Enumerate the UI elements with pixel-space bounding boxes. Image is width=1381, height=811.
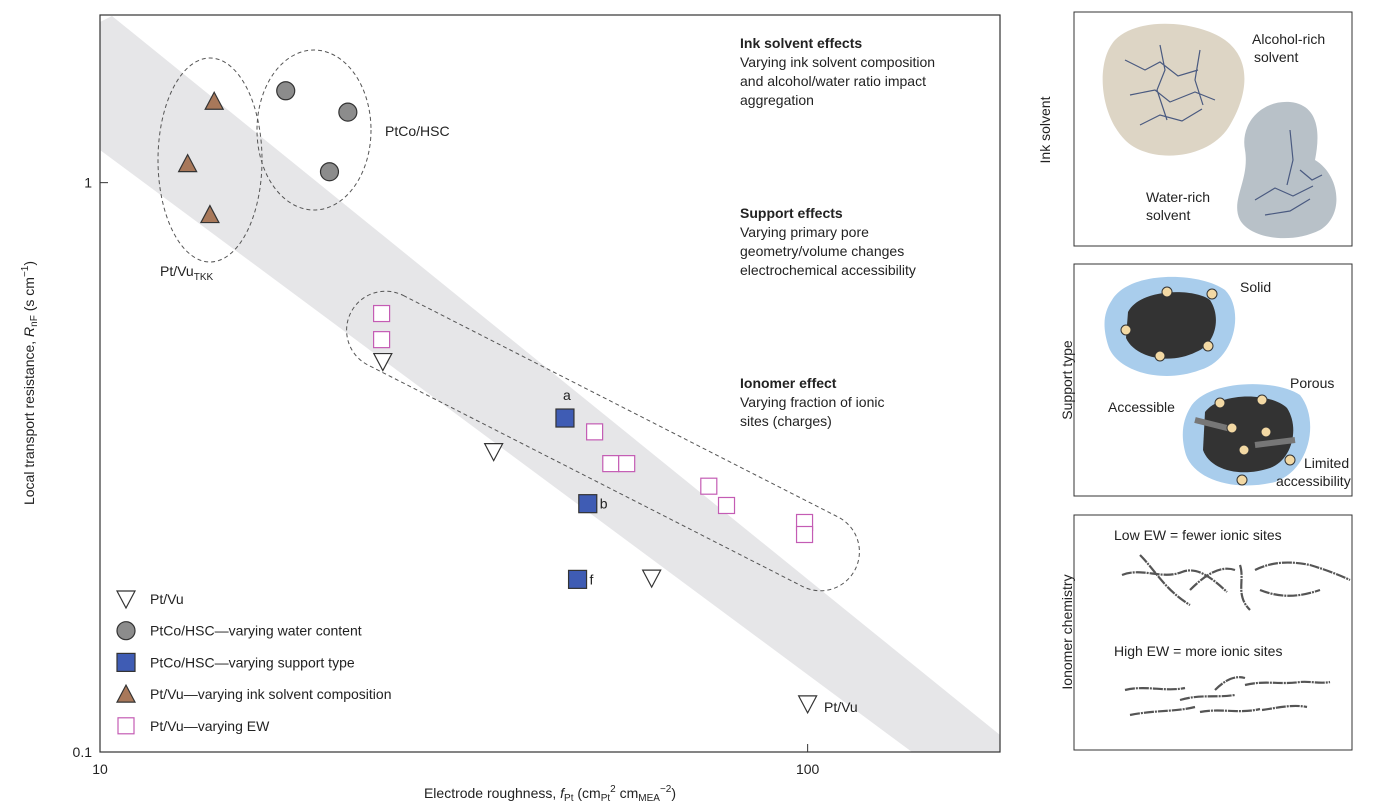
point-label: b bbox=[600, 496, 608, 512]
marker-square bbox=[118, 718, 134, 734]
effect-text: Varying fraction of ionic bbox=[740, 394, 884, 410]
legend-label: Pt/Vu bbox=[150, 591, 184, 607]
x-label-part: (cm bbox=[574, 785, 601, 801]
marker-square bbox=[374, 306, 390, 322]
point-annotation: Pt/Vu bbox=[824, 699, 858, 715]
effect-text: Varying ink solvent composition bbox=[740, 54, 935, 70]
marker-triangle bbox=[799, 696, 817, 713]
marker-square bbox=[579, 495, 597, 513]
effect-text: Varying primary pore bbox=[740, 224, 869, 240]
solvent-blob bbox=[1103, 24, 1245, 156]
y-label-part: R bbox=[21, 327, 37, 337]
panel-text: Accessible bbox=[1108, 399, 1175, 415]
panel-ionomer: Ionomer chemistry Low EW = fewer ionic s… bbox=[1059, 515, 1352, 750]
panel-text: solvent bbox=[1146, 207, 1190, 223]
marker-square bbox=[117, 653, 135, 671]
panel-text: Solid bbox=[1240, 279, 1271, 295]
group-label-sub: TKK bbox=[194, 272, 214, 283]
ionomer-chains bbox=[1125, 677, 1330, 715]
y-label-part: nF bbox=[29, 315, 40, 327]
marker-circle bbox=[339, 103, 357, 121]
panel-support-type: Support type Solid Porous Accessible Lim… bbox=[1059, 264, 1352, 496]
x-label-part: Electrode roughness, bbox=[424, 785, 560, 801]
panel-text: Alcohol-rich bbox=[1252, 31, 1325, 47]
marker-square bbox=[569, 570, 587, 588]
marker-square bbox=[701, 478, 717, 494]
marker-square bbox=[556, 409, 574, 427]
x-label-part: −2 bbox=[660, 784, 672, 795]
effect-text: aggregation bbox=[740, 92, 814, 108]
legend-label: Pt/Vu—varying EW bbox=[150, 718, 270, 734]
marker-square bbox=[797, 526, 813, 542]
effect-title: Ionomer effect bbox=[740, 375, 837, 391]
legend-label: PtCo/HSC—varying water content bbox=[150, 623, 362, 639]
panel-text: solvent bbox=[1254, 49, 1298, 65]
x-tick-label: 10 bbox=[92, 761, 108, 777]
point-label: a bbox=[563, 387, 571, 403]
effect-notes: Ink solvent effects Varying ink solvent c… bbox=[740, 35, 935, 429]
y-label-part: ) bbox=[21, 261, 37, 266]
marker-triangle bbox=[643, 570, 661, 587]
marker-square bbox=[603, 456, 619, 472]
y-tick-label: 0.1 bbox=[73, 744, 93, 760]
x-label-part: Pt bbox=[601, 793, 611, 804]
panel-label: Ink solvent bbox=[1037, 96, 1053, 163]
marker-triangle bbox=[485, 444, 503, 461]
x-label-part: MEA bbox=[638, 793, 660, 804]
panel-text: Water-rich bbox=[1146, 189, 1210, 205]
marker-circle bbox=[117, 622, 135, 640]
panel-label: Ionomer chemistry bbox=[1059, 574, 1075, 689]
effect-title: Support effects bbox=[740, 205, 843, 221]
solvent-blob bbox=[1237, 102, 1336, 238]
marker-square bbox=[587, 424, 603, 440]
panel-text: High EW = more ionic sites bbox=[1114, 643, 1282, 659]
panel-label: Support type bbox=[1059, 340, 1075, 420]
marker-triangle bbox=[117, 685, 135, 702]
marker-square bbox=[619, 456, 635, 472]
group-label-main: Pt/Vu bbox=[160, 263, 194, 279]
y-tick-label: 1 bbox=[84, 175, 92, 191]
x-tick-label: 100 bbox=[796, 761, 820, 777]
legend-label: PtCo/HSC—varying support type bbox=[150, 654, 355, 670]
effect-text: sites (charges) bbox=[740, 413, 832, 429]
group-label: Pt/VuTKK bbox=[160, 263, 214, 283]
panel-text: Porous bbox=[1290, 375, 1334, 391]
marker-square bbox=[719, 497, 735, 513]
effect-text: electrochemical accessibility bbox=[740, 262, 916, 278]
panel-text: Limited bbox=[1304, 455, 1349, 471]
y-axis-label: Local transport resistance, RnF (s cm−1) bbox=[20, 261, 40, 505]
support-core bbox=[1203, 396, 1293, 472]
panel-text: accessibility bbox=[1276, 473, 1351, 489]
x-label-part: cm bbox=[616, 785, 639, 801]
x-label-part: ) bbox=[671, 785, 676, 801]
point-label: f bbox=[590, 571, 594, 587]
y-label-part: Local transport resistance, bbox=[21, 337, 37, 505]
effect-text: geometry/volume changes bbox=[740, 243, 904, 259]
trend-band bbox=[100, 16, 1000, 752]
y-label-part: (s cm bbox=[21, 277, 37, 315]
effect-text: and alcohol/water ratio impact bbox=[740, 73, 926, 89]
effect-title: Ink solvent effects bbox=[740, 35, 862, 51]
group-label: PtCo/HSC bbox=[385, 123, 450, 139]
panel-frame bbox=[1074, 515, 1352, 750]
panel-text: Low EW = fewer ionic sites bbox=[1114, 527, 1282, 543]
marker-circle bbox=[277, 82, 295, 100]
panel-ink-solvent: Ink solvent Alcohol-rich solvent Water-r… bbox=[1037, 12, 1352, 246]
x-label-part: Pt bbox=[564, 793, 574, 804]
ionomer-chains bbox=[1122, 555, 1350, 610]
figure: PtCo/HSC Pt/VuTKK Pt/Vu Electrode roughn… bbox=[0, 0, 1381, 811]
marker-circle bbox=[320, 163, 338, 181]
x-axis-label: Electrode roughness, fPt (cmPt2 cmMEA−2) bbox=[424, 784, 676, 804]
marker-triangle bbox=[117, 591, 135, 608]
y-label-part: −1 bbox=[20, 265, 31, 277]
legend-label: Pt/Vu—varying ink solvent composition bbox=[150, 686, 391, 702]
marker-square bbox=[374, 332, 390, 348]
